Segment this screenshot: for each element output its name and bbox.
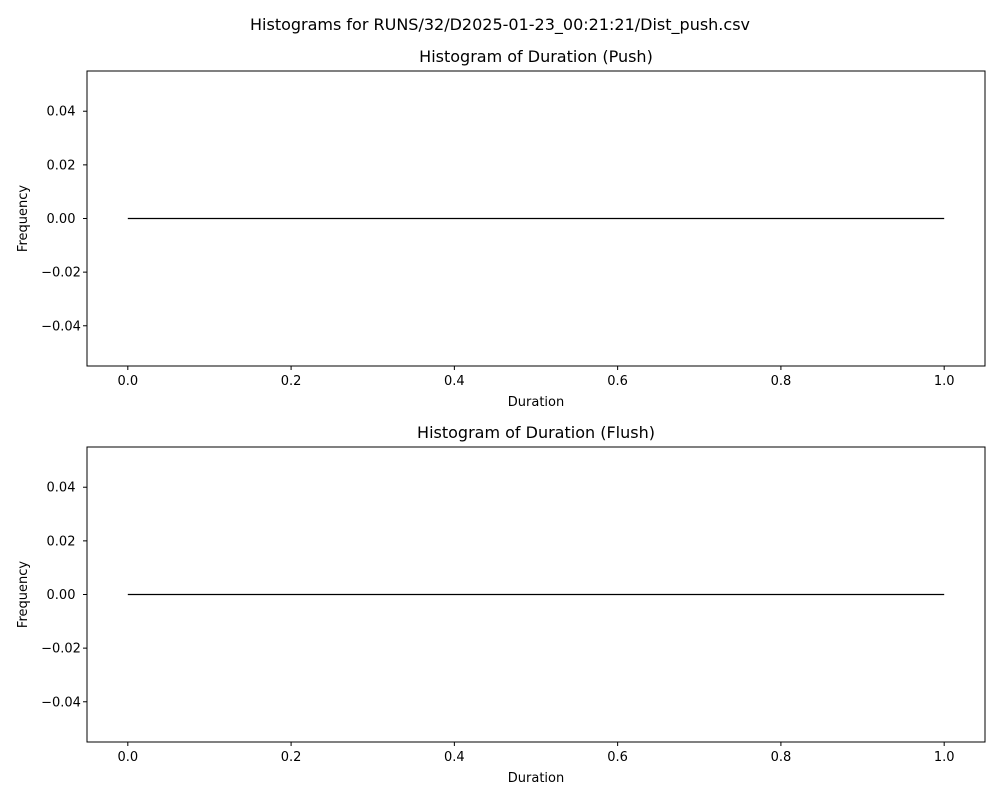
chart-push-xlabel: Duration [508, 395, 564, 410]
chart-flush-xtick-label: 0.0 [117, 750, 138, 765]
chart-push-ytick-label: 0.00 [47, 212, 76, 227]
chart-flush-xtick-label: 0.2 [281, 750, 302, 765]
chart-push-ytick-label: −0.02 [41, 266, 81, 281]
chart-flush-xtick-label: 0.6 [607, 750, 628, 765]
chart-flush: Histogram of Duration (Flush) 0.0 0.2 0.4 0.… [16, 423, 986, 786]
chart-push-xtick-label: 0.8 [771, 374, 792, 389]
chart-flush-xtick-label: 0.4 [444, 750, 465, 765]
chart-flush-ytick-label: 0.00 [47, 588, 76, 603]
chart-flush-ytick-label: −0.02 [41, 642, 81, 657]
axes-layer: Histogram of Duration (Push) 0.0 0.2 0.4 0.6… [16, 47, 986, 786]
chart-flush-ylabel: Frequency [16, 561, 31, 628]
chart-push: Histogram of Duration (Push) 0.0 0.2 0.4 0.6… [16, 47, 986, 410]
chart-push-ytick-label: −0.04 [41, 319, 81, 334]
chart-flush-xlabel: Duration [508, 771, 564, 786]
chart-flush-ytick-label: 0.02 [47, 534, 76, 549]
chart-flush-xtick-label: 0.8 [771, 750, 792, 765]
chart-push-ytick-label: 0.02 [47, 158, 76, 173]
chart-push-xtick-label: 0.6 [607, 374, 628, 389]
chart-flush-xtick-label: 1.0 [934, 750, 955, 765]
chart-push-xtick-label: 0.2 [281, 374, 302, 389]
chart-push-ylabel: Frequency [16, 185, 31, 252]
chart-push-title: Histogram of Duration (Push) [419, 47, 653, 66]
chart-flush-title: Histogram of Duration (Flush) [417, 423, 655, 442]
chart-push-xtick-label: 1.0 [934, 374, 955, 389]
chart-flush-ytick-label: −0.04 [41, 695, 81, 710]
chart-push-xtick-label: 0.4 [444, 374, 465, 389]
chart-flush-ytick-label: 0.04 [47, 481, 76, 496]
chart-push-xtick-label: 0.0 [117, 374, 138, 389]
figure-suptitle: Histograms for RUNS/32/D2025-01-23_00:21… [250, 15, 750, 35]
chart-push-ytick-label: 0.04 [47, 105, 76, 120]
